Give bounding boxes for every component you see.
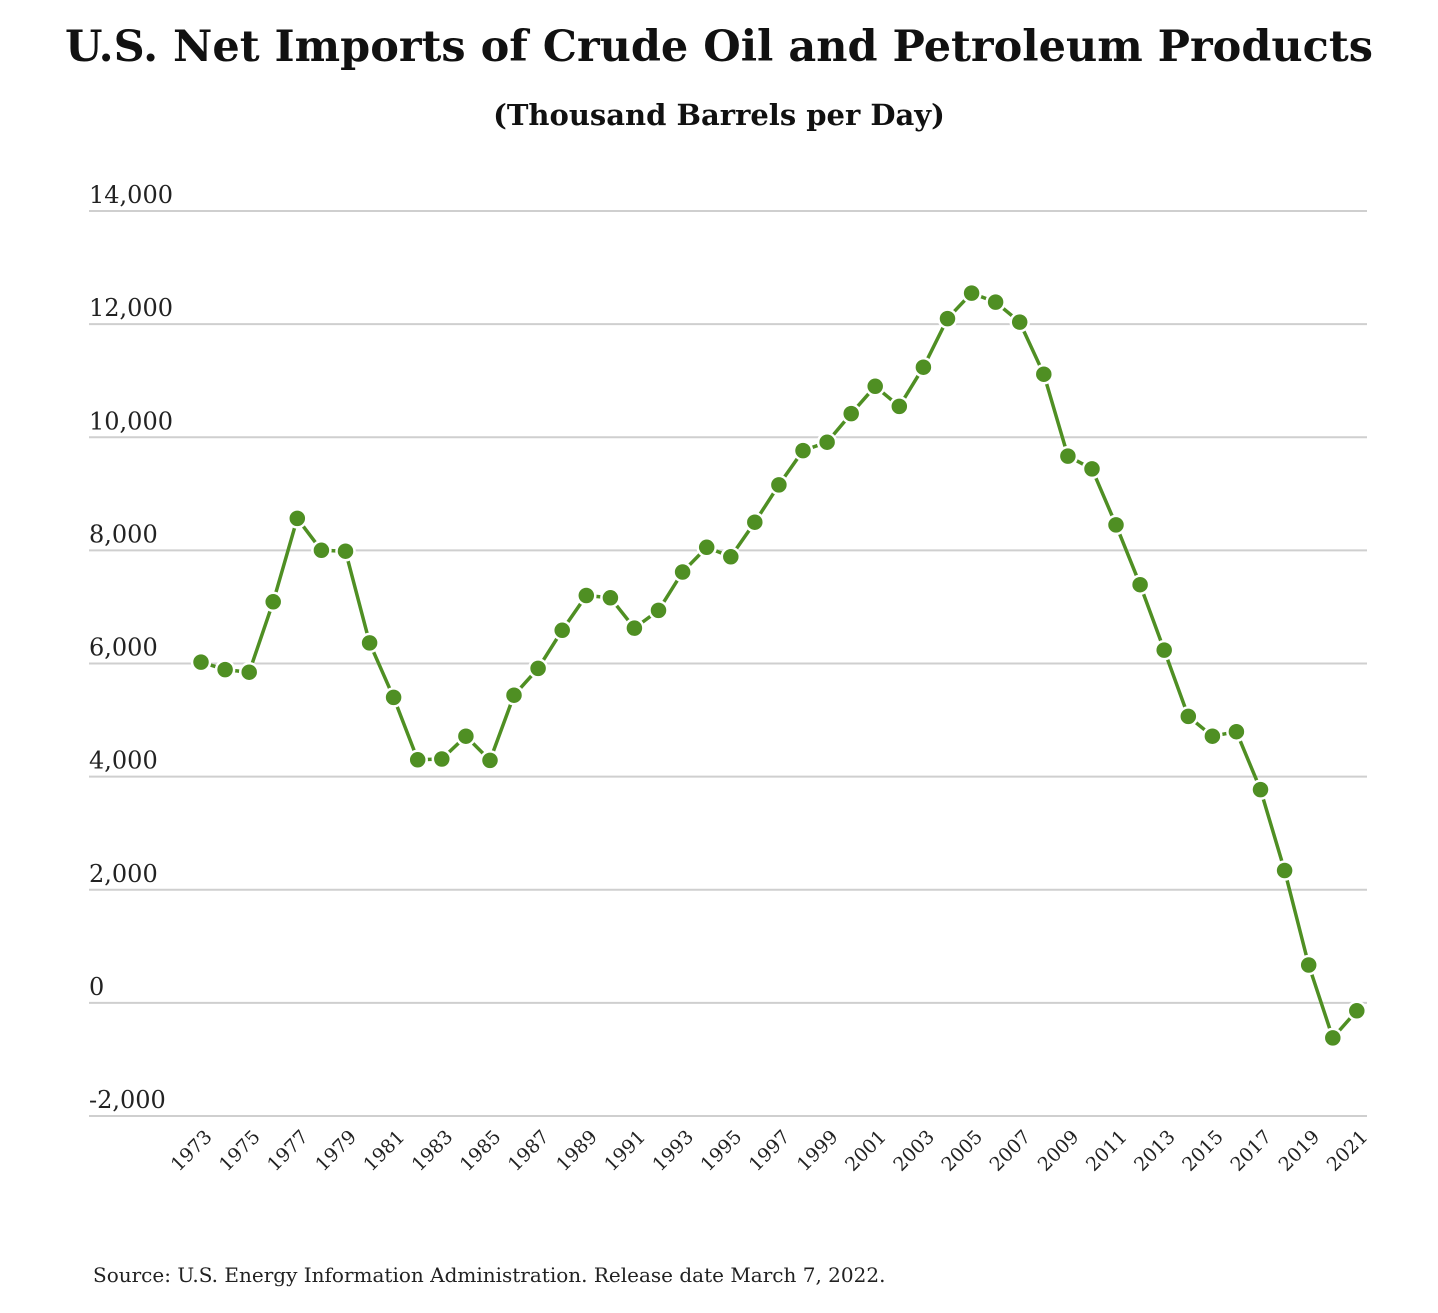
data-point <box>1033 363 1055 385</box>
data-point <box>190 651 212 673</box>
data-point <box>527 658 549 679</box>
y-tick-label: 6,000 <box>89 634 158 662</box>
x-tick-label: 1981 <box>359 1126 409 1176</box>
data-point <box>792 440 814 461</box>
x-tick-label: 1999 <box>793 1126 843 1176</box>
data-point <box>1346 1000 1368 1022</box>
data-point <box>1081 458 1103 480</box>
x-tick-label: 2009 <box>1034 1126 1084 1176</box>
series-line <box>200 291 1359 1040</box>
chart-title: U.S. Net Imports of Crude Oil and Petrol… <box>65 22 1373 72</box>
data-point <box>1105 514 1127 536</box>
x-tick-label: 1973 <box>167 1126 217 1176</box>
data-points <box>190 282 1368 1049</box>
x-tick-label: 1995 <box>697 1126 747 1176</box>
data-point <box>1274 860 1295 881</box>
data-point <box>1129 574 1151 595</box>
data-point <box>359 632 380 654</box>
data-point <box>840 403 862 424</box>
data-point <box>648 600 669 621</box>
data-point <box>720 546 742 568</box>
data-point <box>551 620 573 641</box>
data-point <box>287 508 308 529</box>
data-point <box>576 585 597 606</box>
x-tick-label: 2013 <box>1130 1126 1180 1176</box>
x-tick-label: 2003 <box>889 1126 939 1176</box>
data-point <box>238 661 260 683</box>
y-tick-label: 2,000 <box>89 860 158 888</box>
data-point <box>335 540 356 562</box>
data-point <box>455 725 477 747</box>
y-axis-tick-labels: 14,000 12,000 10,000 8,000 6,000 4,000 2,000 0 -… <box>89 181 173 1114</box>
data-point <box>262 591 284 613</box>
x-tick-label: 1997 <box>745 1126 795 1176</box>
data-point <box>1202 725 1223 747</box>
data-point <box>889 396 910 417</box>
data-point <box>407 749 428 771</box>
x-tick-label: 2021 <box>1323 1126 1373 1176</box>
gridlines <box>89 210 1367 1117</box>
x-axis-tick-labels: 1973197519771979198119831985198719891991… <box>167 1126 1373 1176</box>
x-tick-label: 1987 <box>504 1126 554 1176</box>
data-point <box>937 308 958 329</box>
data-point <box>1226 721 1247 742</box>
source-note: Source: U.S. Energy Information Administ… <box>93 1263 886 1287</box>
x-tick-label: 2017 <box>1226 1126 1276 1176</box>
data-point <box>1298 954 1319 976</box>
data-point <box>696 537 717 558</box>
data-point <box>985 291 1006 313</box>
x-tick-label: 2007 <box>986 1126 1036 1176</box>
x-tick-label: 1993 <box>648 1126 698 1176</box>
x-tick-label: 1985 <box>456 1126 506 1176</box>
data-point <box>503 684 525 706</box>
y-tick-label: 12,000 <box>89 294 173 322</box>
y-tick-label: 14,000 <box>89 181 173 209</box>
data-point <box>744 511 766 533</box>
data-point <box>311 540 332 561</box>
x-tick-label: 2001 <box>841 1126 891 1176</box>
y-tick-label: 0 <box>89 973 104 1001</box>
x-tick-label: 2015 <box>1178 1126 1228 1176</box>
data-point <box>1178 706 1199 727</box>
data-point <box>600 587 621 609</box>
data-point <box>431 748 453 770</box>
x-tick-label: 1989 <box>552 1126 602 1176</box>
x-tick-label: 2005 <box>937 1126 987 1176</box>
data-point <box>1009 311 1030 333</box>
data-point <box>1153 639 1175 661</box>
data-point <box>768 474 790 496</box>
x-tick-label: 1975 <box>215 1126 265 1176</box>
x-tick-label: 1977 <box>263 1126 313 1176</box>
x-tick-label: 1979 <box>311 1126 361 1176</box>
chart-subtitle: (Thousand Barrels per Day) <box>493 98 945 132</box>
series-line-layer <box>200 291 1359 1040</box>
data-point <box>383 687 404 708</box>
data-point <box>816 431 838 453</box>
y-tick-label: -2,000 <box>89 1086 166 1114</box>
y-tick-label: 8,000 <box>89 520 158 548</box>
data-point <box>672 561 693 583</box>
y-tick-label: 4,000 <box>89 747 158 775</box>
data-point <box>479 750 501 771</box>
x-tick-label: 2011 <box>1082 1126 1132 1176</box>
data-point <box>624 617 645 639</box>
data-point <box>1057 445 1079 467</box>
data-point <box>214 659 236 680</box>
y-tick-label: 10,000 <box>89 407 173 435</box>
x-tick-label: 1983 <box>408 1126 458 1176</box>
x-tick-label: 1991 <box>600 1126 650 1176</box>
data-point <box>864 376 886 397</box>
data-point <box>961 282 982 304</box>
data-point <box>1250 779 1271 800</box>
data-point <box>1322 1027 1344 1049</box>
x-tick-label: 2019 <box>1274 1126 1324 1176</box>
data-point <box>913 356 934 378</box>
